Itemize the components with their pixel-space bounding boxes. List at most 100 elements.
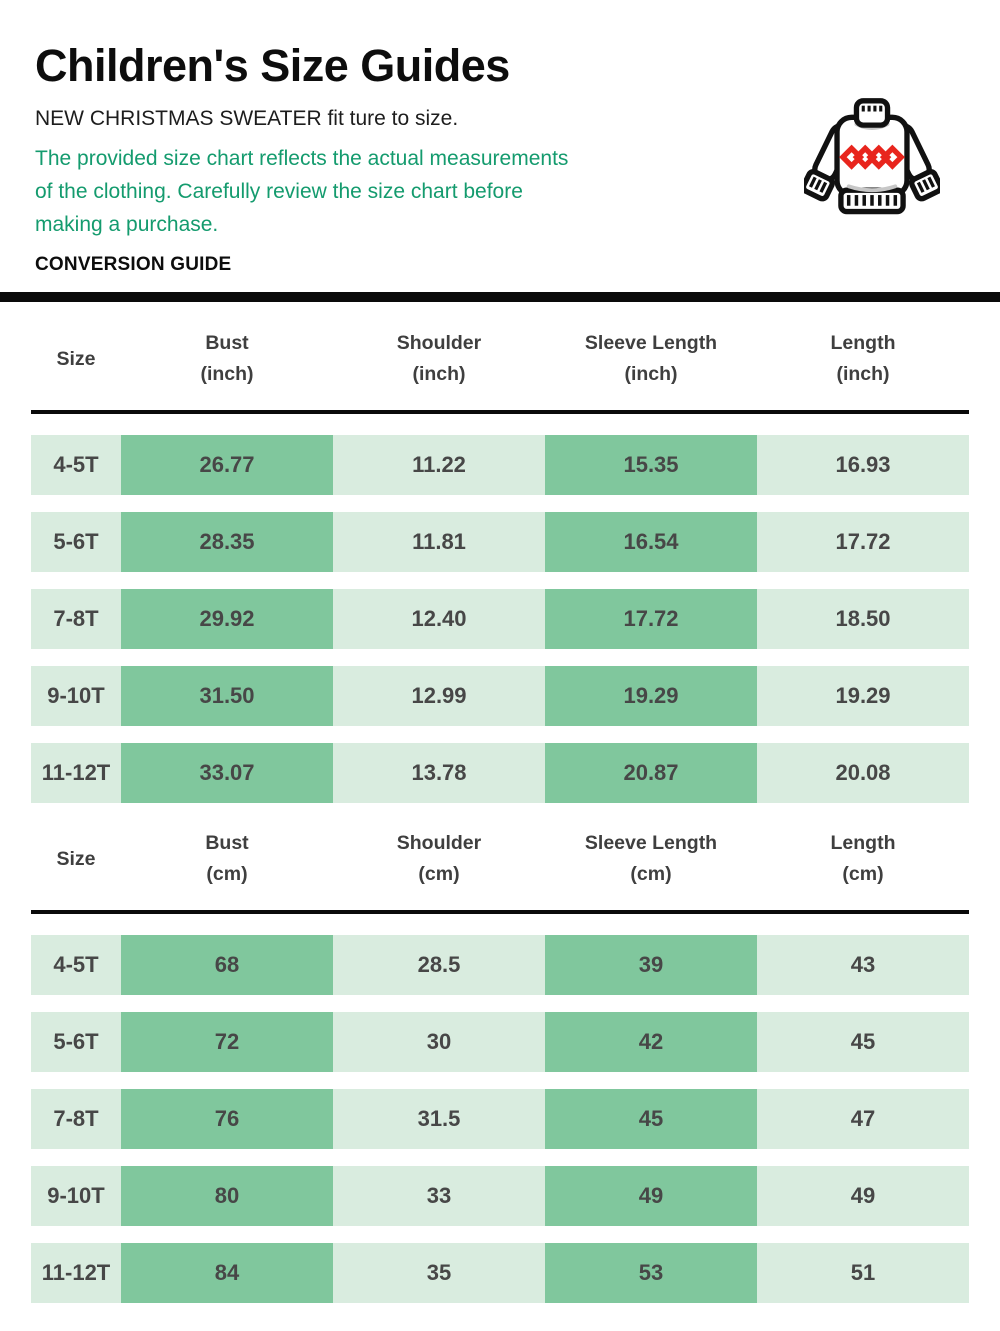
table-row: 11-12T 33.07 13.78 20.87 20.08 (31, 743, 969, 803)
table-row: 11-12T 84 35 53 51 (31, 1243, 969, 1303)
table-row: 7-8T 29.92 12.40 17.72 18.50 (31, 589, 969, 649)
value-cell: 31.50 (121, 666, 333, 726)
column-unit: (inch) (412, 363, 466, 385)
column-header-length: Length (inch) (757, 328, 969, 390)
value-cell: 72 (121, 1012, 333, 1072)
column-header-shoulder: Shoulder (cm) (333, 828, 545, 890)
table-row: 4-5T 26.77 11.22 15.35 16.93 (31, 435, 969, 495)
table-row: 9-10T 80 33 49 49 (31, 1166, 969, 1226)
value-cell: 30 (333, 1012, 545, 1072)
value-cell: 53 (545, 1243, 757, 1303)
column-label: Length (830, 832, 896, 854)
value-cell: 16.54 (545, 512, 757, 572)
column-unit: (inch) (200, 363, 254, 385)
column-label: Size (56, 847, 96, 870)
value-cell: 13.78 (333, 743, 545, 803)
value-cell: 20.08 (757, 743, 969, 803)
table-body: 4-5T 68 28.5 39 43 5-6T 72 30 42 45 7-8T 76 31.5 45 47… (31, 935, 969, 1303)
table-header-row: Size Bust (cm) Shoulder (cm) Sleeve Leng… (31, 803, 969, 914)
column-header-size: Size (31, 828, 121, 890)
value-cell: 49 (757, 1166, 969, 1226)
column-unit: (cm) (418, 863, 460, 885)
value-cell: 76 (121, 1089, 333, 1149)
table-row: 5-6T 72 30 42 45 (31, 1012, 969, 1072)
conversion-guide-label: CONVERSION GUIDE (35, 254, 232, 275)
column-unit: (cm) (630, 863, 672, 885)
value-cell: 11.81 (333, 512, 545, 572)
value-cell: 43 (757, 935, 969, 995)
column-label: Shoulder (396, 832, 482, 854)
value-cell: 19.29 (545, 666, 757, 726)
table-row: 7-8T 76 31.5 45 47 (31, 1089, 969, 1149)
column-label: Bust (205, 832, 249, 854)
value-cell: 35 (333, 1243, 545, 1303)
value-cell: 47 (757, 1089, 969, 1149)
table-row: 5-6T 28.35 11.81 16.54 17.72 (31, 512, 969, 572)
size-cell: 5-6T (31, 1012, 121, 1072)
subtitle: NEW CHRISTMAS SWEATER fit ture to size. (35, 107, 459, 130)
value-cell: 68 (121, 935, 333, 995)
column-header-bust: Bust (cm) (121, 828, 333, 890)
size-cell: 5-6T (31, 512, 121, 572)
value-cell: 28.5 (333, 935, 545, 995)
note-line: of the clothing. Carefully review the si… (35, 180, 523, 203)
value-cell: 45 (545, 1089, 757, 1149)
column-label: Size (56, 347, 96, 370)
size-cell: 9-10T (31, 1166, 121, 1226)
column-label: Length (830, 332, 896, 354)
size-table-cm: Size Bust (cm) Shoulder (cm) Sleeve Leng… (31, 803, 969, 1303)
table-row: 9-10T 31.50 12.99 19.29 19.29 (31, 666, 969, 726)
column-unit: (cm) (206, 863, 248, 885)
value-cell: 17.72 (545, 589, 757, 649)
value-cell: 15.35 (545, 435, 757, 495)
column-unit: (cm) (842, 863, 884, 885)
column-header-size: Size (31, 328, 121, 390)
column-label: Bust (205, 332, 249, 354)
christmas-sweater-icon (804, 98, 940, 215)
size-chart-note: The provided size chart reflects the act… (35, 142, 1000, 241)
size-cell: 9-10T (31, 666, 121, 726)
value-cell: 18.50 (757, 589, 969, 649)
note-line: making a purchase. (35, 213, 219, 236)
column-header-length: Length (cm) (757, 828, 969, 890)
value-cell: 49 (545, 1166, 757, 1226)
note-line: The provided size chart reflects the act… (35, 147, 569, 170)
size-cell: 7-8T (31, 589, 121, 649)
size-cell: 4-5T (31, 435, 121, 495)
column-label: Shoulder (396, 332, 482, 354)
size-cell: 11-12T (31, 1243, 121, 1303)
value-cell: 11.22 (333, 435, 545, 495)
column-label: Sleeve Length (584, 332, 718, 354)
column-header-bust: Bust (inch) (121, 328, 333, 390)
value-cell: 33 (333, 1166, 545, 1226)
page-title: Children's Size Guides (35, 40, 510, 91)
section-divider (0, 292, 1000, 302)
column-header-sleeve-length: Sleeve Length (inch) (545, 328, 757, 390)
value-cell: 17.72 (757, 512, 969, 572)
column-header-sleeve-length: Sleeve Length (cm) (545, 828, 757, 890)
column-unit: (inch) (624, 363, 678, 385)
size-table-inch: Size Bust (inch) Shoulder (inch) Sleeve … (31, 302, 969, 803)
value-cell: 45 (757, 1012, 969, 1072)
table-header-row: Size Bust (inch) Shoulder (inch) Sleeve … (31, 302, 969, 414)
size-cell: 11-12T (31, 743, 121, 803)
value-cell: 51 (757, 1243, 969, 1303)
value-cell: 84 (121, 1243, 333, 1303)
column-label: Sleeve Length (584, 832, 718, 854)
value-cell: 12.99 (333, 666, 545, 726)
column-header-shoulder: Shoulder (inch) (333, 328, 545, 390)
header-section: Children's Size Guides NEW CHRISTMAS SWE… (0, 0, 1000, 276)
column-unit: (inch) (836, 363, 890, 385)
table-body: 4-5T 26.77 11.22 15.35 16.93 5-6T 28.35 11.81 16… (31, 435, 969, 803)
value-cell: 19.29 (757, 666, 969, 726)
value-cell: 80 (121, 1166, 333, 1226)
table-row: 4-5T 68 28.5 39 43 (31, 935, 969, 995)
value-cell: 31.5 (333, 1089, 545, 1149)
value-cell: 12.40 (333, 589, 545, 649)
value-cell: 29.92 (121, 589, 333, 649)
value-cell: 42 (545, 1012, 757, 1072)
value-cell: 20.87 (545, 743, 757, 803)
size-cell: 7-8T (31, 1089, 121, 1149)
value-cell: 28.35 (121, 512, 333, 572)
value-cell: 26.77 (121, 435, 333, 495)
